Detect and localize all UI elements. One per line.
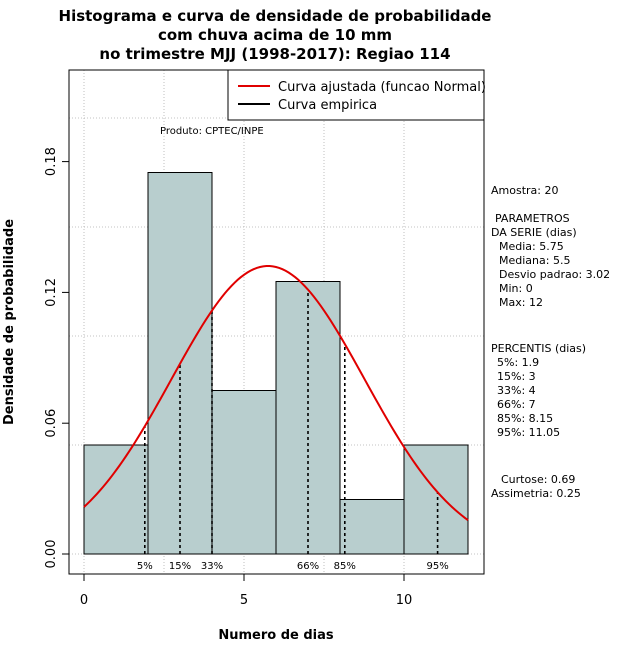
stat-curtose: Curtose: 0.69	[501, 473, 575, 486]
normal-fit-curve	[83, 265, 469, 521]
chart-title-line-3: no trimestre MJJ (1998-2017): Regiao 114	[99, 45, 450, 63]
stat-p33: 33%: 4	[497, 384, 536, 397]
stat-percentis-head: PERCENTIS (dias)	[491, 342, 586, 355]
x-tick-label-3: 10	[396, 593, 413, 608]
x-axis-label: Numero de dias	[218, 628, 334, 643]
stat-max: Max: 12	[499, 296, 543, 309]
x-axis: 0 5 10	[80, 573, 413, 608]
chart-title-line-2: com chuva acima de 10 mm	[158, 26, 392, 44]
chart-title-line-1: Histograma e curva de densidade de proba…	[59, 7, 492, 25]
histogram-bar-1	[83, 444, 149, 555]
legend-box	[227, 69, 485, 121]
percentile-label-6: 95%	[426, 561, 448, 572]
stat-media: Media: 5.75	[499, 240, 564, 253]
legend: Curva ajustada (funcao Normal) Curva emp…	[227, 69, 486, 121]
stat-min: Min: 0	[499, 282, 533, 295]
legend-entry-empirical: Curva empirica	[278, 98, 377, 113]
histogram-bar-4	[275, 281, 341, 555]
stat-p95: 95%: 11.05	[497, 426, 560, 439]
percentile-label-1: 5%	[137, 561, 153, 572]
y-axis: 0.00 0.06 0.12 0.18	[44, 147, 69, 568]
stat-p66: 66%: 7	[497, 398, 536, 411]
percentile-lines	[144, 289, 439, 554]
stat-p5: 5%: 1.9	[497, 356, 539, 369]
stat-mediana: Mediana: 5.5	[499, 254, 570, 267]
stat-desvio: Desvio padrao: 3.02	[499, 268, 610, 281]
histogram-bar-3	[211, 390, 277, 555]
stat-amostra: Amostra: 20	[491, 184, 558, 197]
percentile-labels: 5% 15% 33% 66% 85% 95%	[137, 561, 449, 572]
histogram-bars	[83, 172, 469, 555]
percentile-label-5: 85%	[334, 561, 356, 572]
histogram-bar-5	[339, 499, 405, 555]
percentile-label-3: 33%	[201, 561, 223, 572]
x-tick-label-1: 0	[80, 593, 88, 608]
x-tick-label-2: 5	[240, 593, 248, 608]
stat-param-head-1: PARAMETROS	[495, 212, 570, 225]
y-tick-label-2: 0.06	[44, 409, 59, 438]
y-tick-label-4: 0.18	[44, 147, 59, 176]
y-tick-label-3: 0.12	[44, 278, 59, 307]
stat-param-head-2: DA SERIE (dias)	[491, 226, 577, 239]
y-tick-label-1: 0.00	[44, 540, 59, 569]
source-label: Produto: CPTEC/INPE	[160, 126, 264, 137]
legend-entry-fit: Curva ajustada (funcao Normal)	[278, 80, 486, 95]
percentile-label-2: 15%	[169, 561, 191, 572]
stat-p15: 15%: 3	[497, 370, 536, 383]
percentile-label-4: 66%	[297, 561, 319, 572]
stat-p85: 85%: 8.15	[497, 412, 553, 425]
stats-panel: Amostra: 20 PARAMETROS DA SERIE (dias) M…	[491, 184, 610, 500]
stat-assimetria: Assimetria: 0.25	[491, 487, 581, 500]
y-axis-label: Densidade de probabilidade	[2, 219, 17, 425]
